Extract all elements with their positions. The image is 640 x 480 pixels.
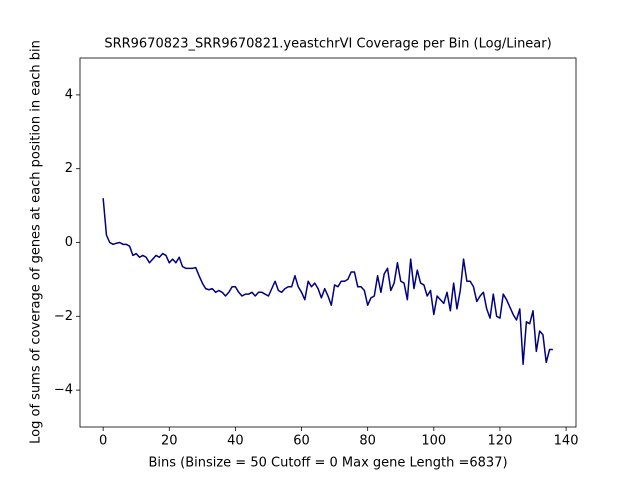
data-line [102, 198, 553, 366]
x-tick-label: 0 [99, 434, 107, 449]
y-tick-label: 0 [65, 235, 73, 250]
x-tick-label: 40 [227, 434, 244, 449]
y-tick-label: −4 [54, 383, 73, 398]
x-axis-label: Bins (Binsize = 50 Cutoff = 0 Max gene L… [148, 456, 507, 471]
x-tick-label: 20 [161, 434, 178, 449]
x-tick-label: 120 [488, 434, 513, 449]
x-tick-label: 140 [554, 434, 579, 449]
chart-title: SRR9670823_SRR9670821.yeastchrVI Coverag… [104, 37, 551, 52]
y-tick-label: 2 [65, 161, 73, 176]
y-axis-label: Log of sums of coverage of genes at each… [29, 40, 44, 444]
x-tick-label: 60 [293, 434, 310, 449]
y-tick-label: 4 [65, 87, 73, 102]
y-tick-label: −2 [54, 309, 73, 324]
x-tick-label: 80 [359, 434, 376, 449]
plot-frame [79, 57, 577, 428]
x-tick-label: 100 [421, 434, 446, 449]
